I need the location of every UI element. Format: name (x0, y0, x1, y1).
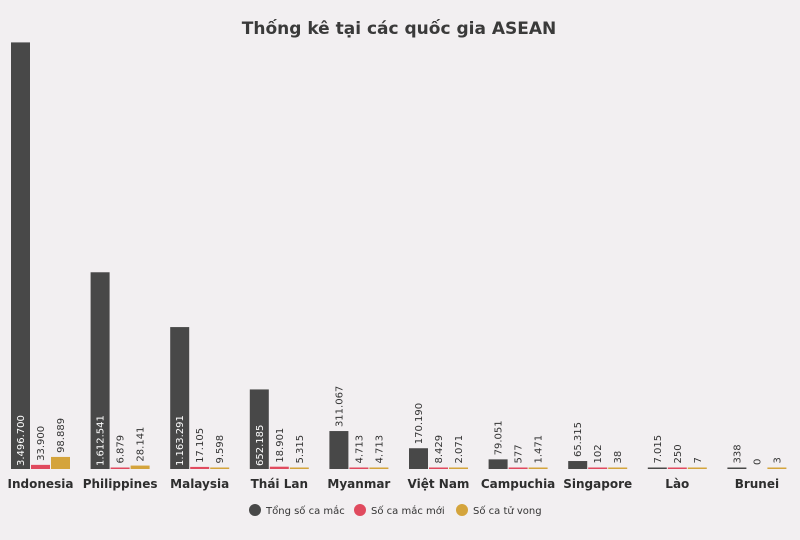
category-label: Philippines (83, 477, 158, 491)
category-label: Malaysia (170, 477, 229, 491)
bar-total-8 (647, 467, 667, 469)
value-label: 9.598 (215, 435, 226, 464)
value-label: 250 (673, 444, 684, 463)
bar-total-1 (90, 272, 110, 469)
value-label: 338 (732, 444, 743, 463)
bar-total-3 (249, 389, 269, 469)
value-label: 98.889 (56, 418, 67, 453)
bar-total-2 (170, 327, 190, 469)
value-label: 577 (514, 444, 525, 463)
category-label: Indonesia (8, 477, 74, 491)
value-label: 65.315 (573, 422, 584, 457)
bar-total-5 (409, 448, 428, 469)
value-label: 1.471 (534, 435, 545, 464)
value-label: 79.051 (494, 420, 505, 455)
legend-label: Số ca tử vong (473, 505, 542, 517)
value-label: 18.901 (275, 428, 286, 463)
category-labels-group: Indonesia Philippines Malaysia Thái Lan Myan… (8, 477, 780, 491)
value-label: 38 (613, 451, 624, 464)
bar-deaths-7 (608, 467, 628, 469)
value-label: 4.713 (354, 435, 365, 464)
bar-total-6 (488, 459, 508, 469)
bar-new-3 (269, 466, 289, 469)
legend-label: Số ca mắc mới (371, 504, 445, 517)
bar-deaths-1 (130, 465, 150, 469)
value-label: 2.071 (454, 435, 465, 464)
category-label: Brunei (735, 477, 779, 491)
chart-title: Thống kê tại các quốc gia ASEAN (242, 18, 556, 39)
value-label: 3.496.700 (16, 415, 27, 466)
bar-new-4 (349, 467, 369, 469)
value-labels-group: 3.496.700 33.900 98.889 1.612.541 6.879 28.14… (16, 386, 783, 466)
category-label: Thái Lan (251, 477, 308, 491)
bar-new-0 (31, 464, 50, 469)
bar-deaths-6 (528, 467, 548, 469)
bar-new-7 (588, 467, 608, 469)
category-label: Lào (665, 477, 689, 491)
legend-label: Tổng số ca mắc (265, 504, 345, 517)
bar-new-8 (667, 467, 687, 469)
bar-new-6 (508, 467, 528, 469)
value-label: 28.141 (136, 427, 147, 462)
bar-deaths-3 (289, 467, 309, 469)
bar-total-7 (568, 461, 588, 469)
value-label: 17.105 (195, 428, 206, 463)
value-label: 8.429 (434, 435, 445, 464)
value-label: 3 (772, 457, 783, 463)
value-label: 1.612.541 (96, 415, 107, 466)
legend-swatch (456, 504, 468, 516)
value-label: 6.879 (116, 435, 127, 464)
value-label: 7 (693, 457, 704, 463)
bar-deaths-2 (210, 467, 230, 469)
value-label: 33.900 (36, 426, 47, 461)
bar-total-0 (11, 42, 30, 470)
value-label: 102 (593, 444, 604, 463)
bar-deaths-9 (767, 467, 787, 469)
category-label: Việt Nam (408, 477, 470, 491)
legend: Tổng số ca mắc Số ca mắc mới Số ca tử vong (249, 504, 542, 517)
category-label: Myanmar (327, 477, 390, 491)
bar-deaths-4 (369, 467, 389, 469)
bar-deaths-0 (51, 456, 70, 469)
category-label: Singapore (563, 477, 632, 491)
bar-deaths-5 (449, 467, 468, 469)
bar-new-2 (190, 466, 210, 469)
value-label: 652.185 (255, 425, 266, 466)
legend-swatch (249, 504, 261, 516)
category-label: Campuchia (481, 477, 555, 491)
value-label: 170.190 (414, 403, 425, 444)
bar-new-5 (429, 467, 448, 469)
legend-swatch (354, 504, 366, 516)
bar-total-9 (727, 467, 747, 469)
value-label: 1.163.291 (175, 415, 186, 466)
value-label: 5.315 (295, 435, 306, 464)
bar-total-4 (329, 431, 349, 469)
bar-deaths-8 (687, 467, 707, 469)
bar-new-1 (110, 467, 130, 469)
bars-group (11, 42, 787, 470)
value-label: 4.713 (374, 435, 385, 464)
value-label: 7.015 (653, 435, 664, 464)
value-label: 0 (752, 459, 763, 465)
value-label: 311.067 (334, 386, 345, 427)
